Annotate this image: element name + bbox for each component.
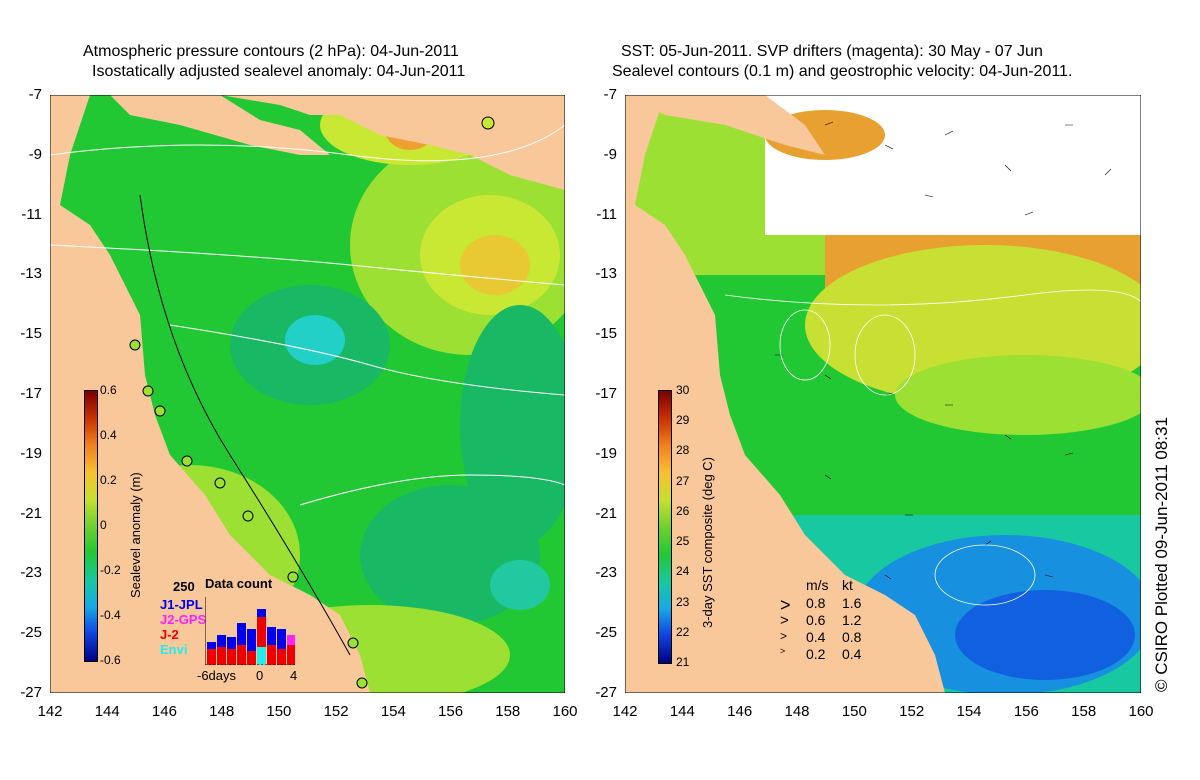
x-tick-label: 150 [841,703,867,720]
colorbar-tick-label: 30 [676,383,690,397]
velocity-arrow-icon: > [780,646,786,656]
x-tick-label: 158 [1071,703,1097,720]
velocity-unit-kt: kt [842,577,853,593]
left-colorbar-title: Sealevel anomaly (m) [128,472,143,598]
x-tick-label: 154 [380,703,406,720]
y-tick-label: -21 [20,504,42,522]
velocity-kt-value: 0.8 [842,629,862,645]
right-subtitle: Sealevel contours (0.1 m) and geostrophi… [612,63,1073,80]
velocity-ms-value: 0.4 [806,629,826,645]
y-tick-label: -13 [20,265,42,283]
right-map-graphic [625,95,1141,693]
velocity-legend: m/s kt >0.8 1.6 >0.6 1.2 >0.4 0.8 >0.2 0.4 [780,577,880,667]
y-tick-label: -17 [20,385,42,402]
y-tick-label: -13 [595,265,617,283]
y-tick-label: -7 [28,86,42,103]
colorbar-tick-label: 0 [100,518,107,532]
right-colorbar [658,390,672,664]
x-tick-label: 148 [784,703,810,720]
colorbar-tick-label: -0.4 [100,608,121,622]
x-tick-label: 152 [323,703,349,720]
left-map [50,95,565,693]
colorbar-tick-label: 22 [676,624,690,639]
x-tick-label: 148 [209,703,235,720]
velocity-arrow-icon: > [780,629,788,643]
left-colorbar [84,390,98,662]
colorbar-tick-label: 26 [676,503,690,518]
y-tick-label: -19 [20,444,42,462]
x-tick-label: 142 [37,703,63,720]
y-tick-label: -21 [595,504,617,522]
y-tick-label: -23 [595,564,617,582]
x-tick-label: 146 [151,703,177,720]
legend-envi: Envi [160,642,188,657]
colorbar-tick-label: -0.6 [100,653,121,667]
colorbar-tick-label: 25 [676,534,690,549]
left-subtitle: Isostatically adjusted sealevel anomaly:… [92,63,466,80]
y-tick-label: -25 [595,624,617,642]
data-count-xtick-1: 0 [256,668,264,683]
y-tick-label: -23 [20,564,42,582]
y-tick-label: -9 [28,145,42,163]
y-tick-label: -25 [20,624,42,642]
velocity-arrow-icon: > [780,595,791,615]
y-tick-label: -15 [595,325,617,343]
data-count-bars [205,597,295,665]
right-map [625,95,1141,693]
colorbar-tick-label: 27 [676,473,690,488]
x-tick-label: 158 [495,703,521,720]
legend-j2-gps: J2-GPS [160,612,207,627]
velocity-kt-value: 1.2 [842,612,862,628]
x-tick-label: 144 [669,703,695,720]
velocity-arrow-icon: > [780,612,789,629]
colorbar-tick-label: 28 [676,443,690,458]
x-tick-label: 150 [266,703,292,720]
velocity-kt-value: 1.6 [842,595,862,611]
copyright: © CSIRO Plotted 09-Jun-2011 08:31 [1152,417,1171,692]
x-tick-label: 146 [727,703,753,720]
velocity-kt-value: 0.4 [842,646,862,662]
y-tick-label: -11 [21,205,42,223]
y-tick-label: -15 [20,325,42,343]
colorbar-tick-label: -0.2 [100,563,121,577]
legend-j-2: J-2 [160,627,179,642]
left-title: Atmospheric pressure contours (2 hPa): 0… [83,43,459,60]
right-colorbar-title: 3-day SST composite (deg C) [700,457,715,628]
y-tick-label: -27 [595,684,617,701]
colorbar-tick-label: 0.2 [100,473,117,487]
y-tick-label: -19 [595,444,617,462]
x-tick-label: 154 [956,703,982,720]
velocity-ms-value: 0.2 [806,646,826,662]
y-tick-label: -17 [595,385,617,402]
data-count-xtick-2: 4 [290,668,298,683]
y-tick-label: -11 [596,205,617,223]
colorbar-tick-label: 0.4 [100,428,117,442]
x-tick-label: 152 [899,703,925,720]
x-tick-label: 156 [1013,703,1039,720]
left-map-graphic [50,95,565,693]
x-tick-label: 142 [612,703,638,720]
data-count-xtick-0: -6days [197,668,237,683]
x-tick-label: 156 [438,703,464,720]
colorbar-tick-label: 0.6 [100,383,117,397]
data-count-title: Data count [205,576,273,591]
colorbar-tick-label: 29 [676,413,690,428]
x-tick-label: 160 [552,703,578,720]
y-tick-label: -9 [603,145,617,163]
data-count-max: 250 [173,579,195,594]
x-tick-label: 160 [1128,703,1154,720]
data-count-inset: 250 Data count J1-JPL J2-GPS J-2 Envi -6… [160,575,300,685]
right-title: SST: 05-Jun-2011. SVP drifters (magenta)… [621,43,1043,60]
colorbar-tick-label: 23 [676,594,690,609]
legend-j1-jpl: J1-JPL [160,597,203,612]
colorbar-tick-label: 21 [676,655,690,669]
y-tick-label: -27 [20,684,42,701]
colorbar-tick-label: 24 [676,564,690,579]
velocity-unit-ms: m/s [806,577,829,593]
velocity-ms-value: 0.8 [806,595,826,611]
velocity-ms-value: 0.6 [806,612,826,628]
y-tick-label: -7 [603,86,617,103]
x-tick-label: 144 [94,703,120,720]
